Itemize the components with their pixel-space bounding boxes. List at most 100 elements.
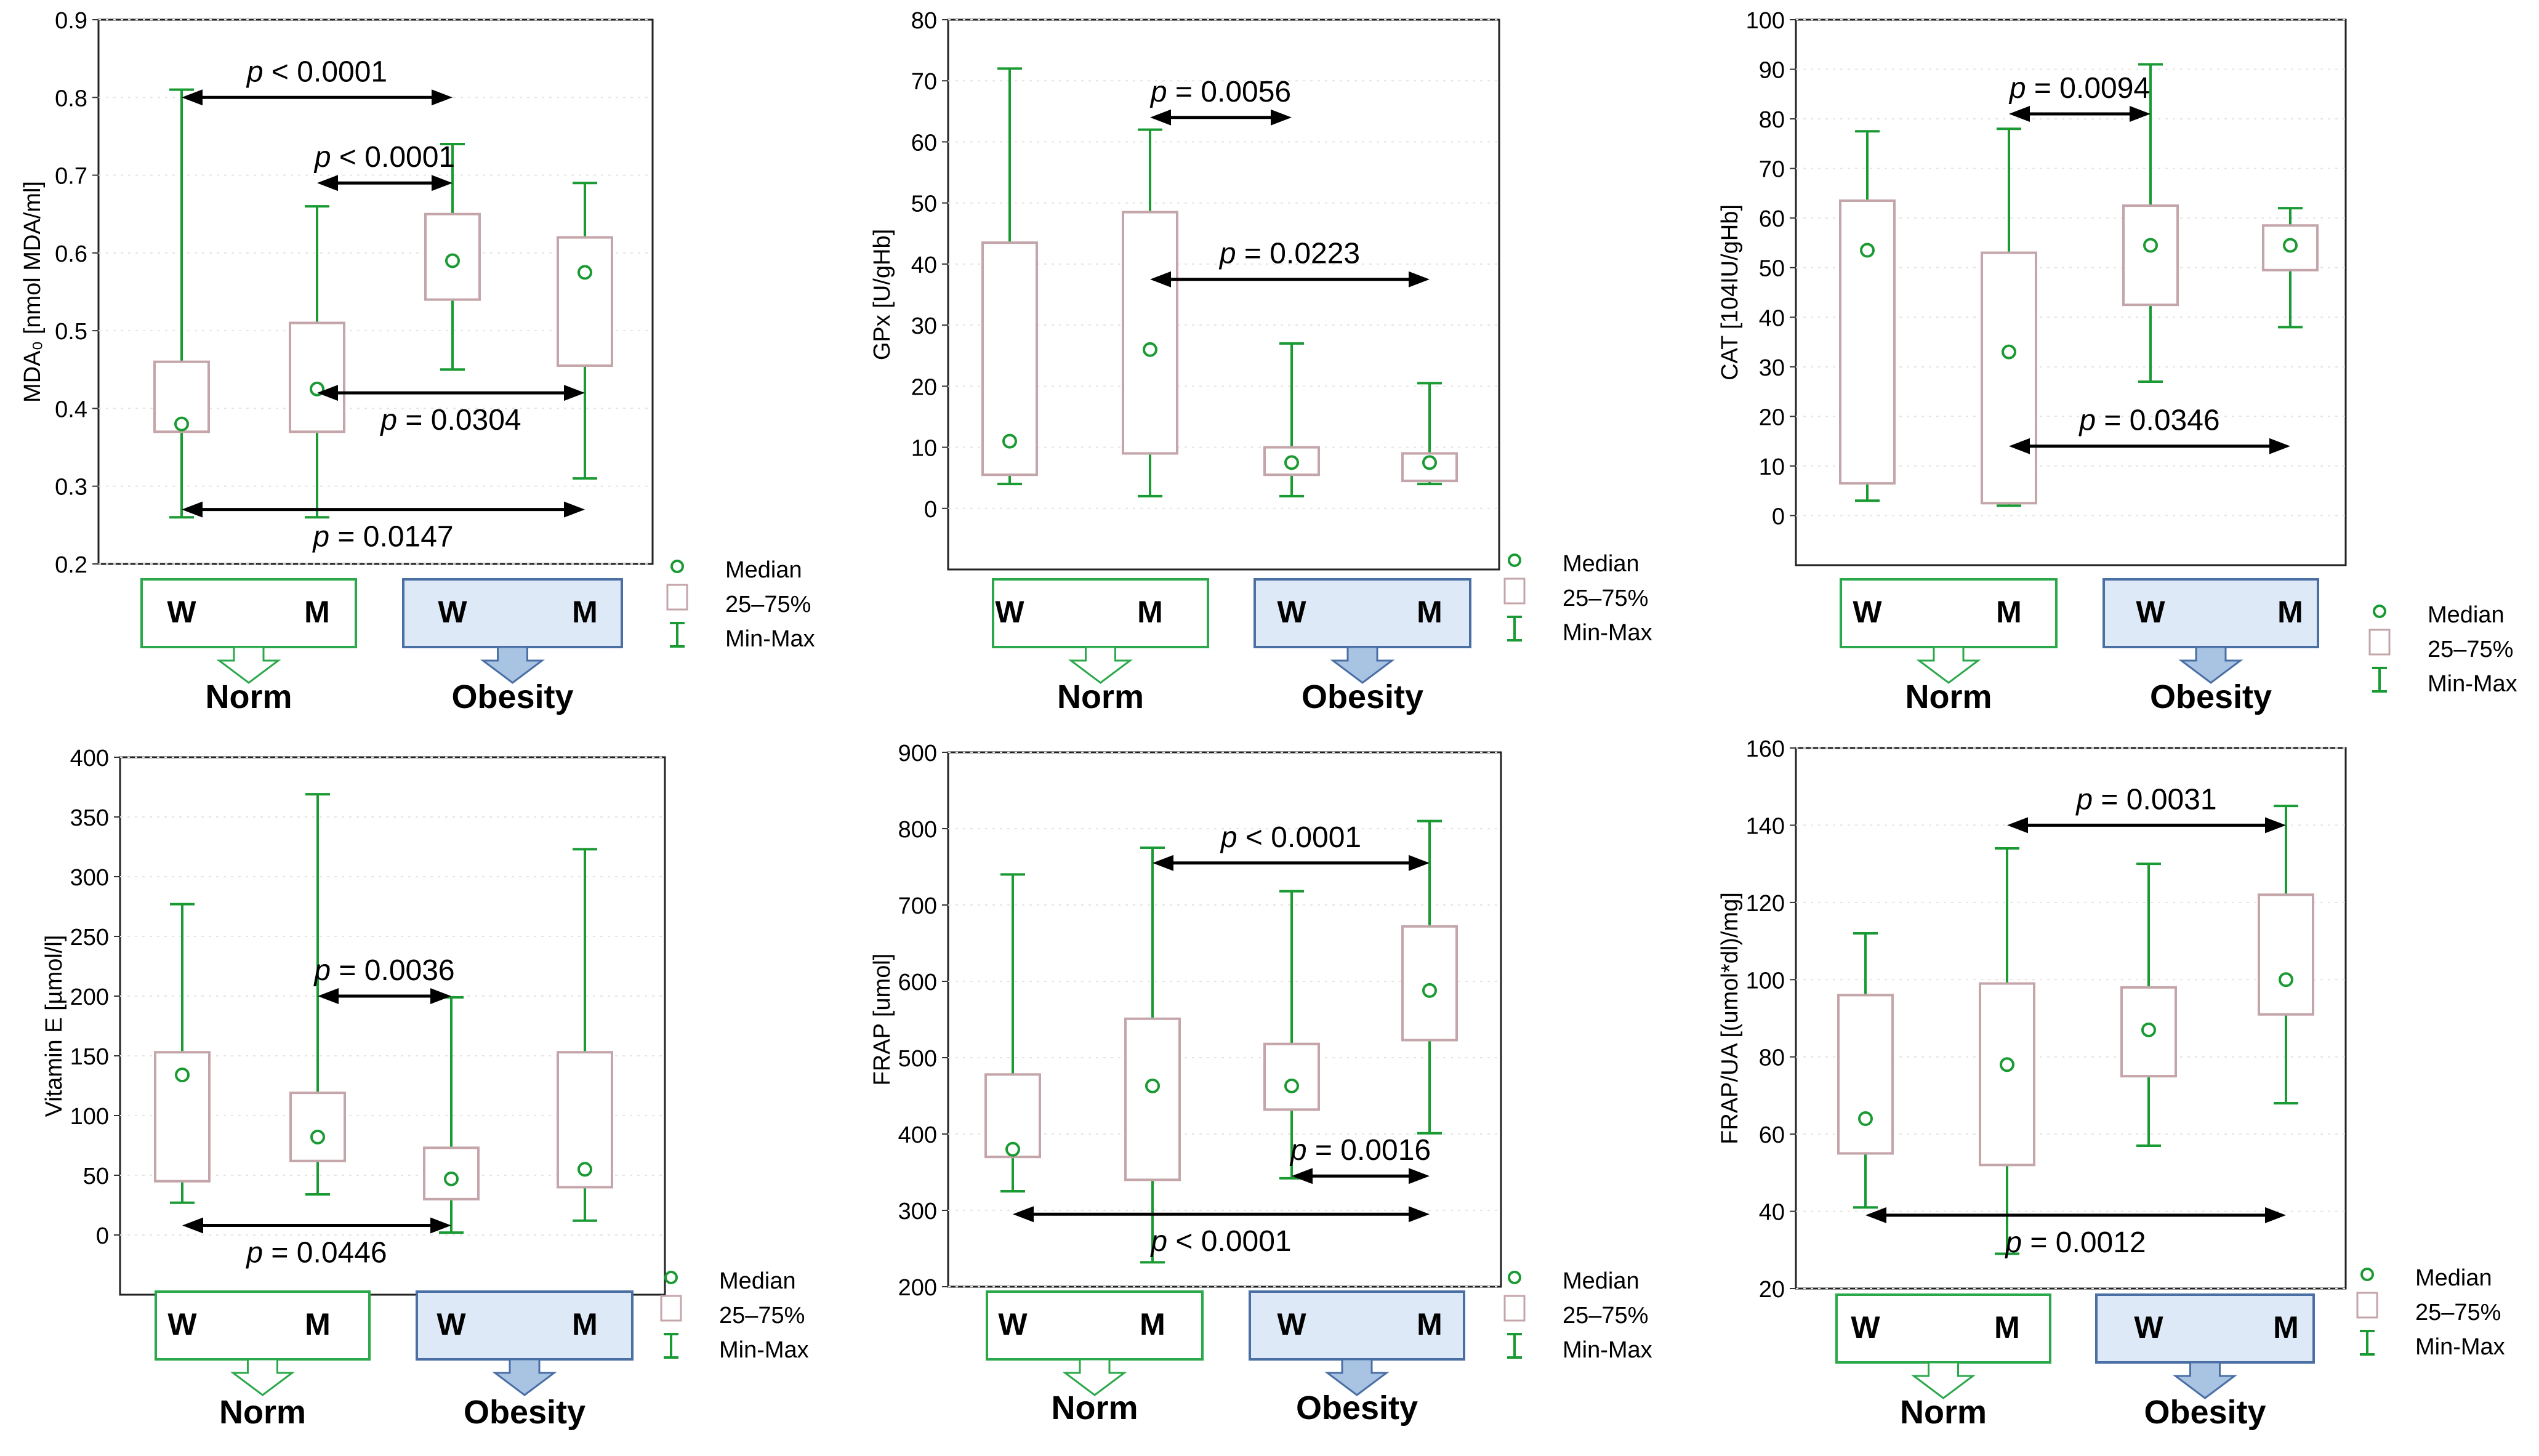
box-group-4 xyxy=(1401,819,1458,1135)
median-marker xyxy=(2143,238,2158,253)
obesity-women-label: W xyxy=(437,1307,466,1341)
arrowhead-right xyxy=(564,385,585,401)
iqr-box xyxy=(1124,1017,1181,1181)
arrowhead-left xyxy=(1150,109,1171,126)
obesity-down-arrow-icon xyxy=(480,646,545,684)
norm-group-label: Norm xyxy=(219,1394,306,1431)
legend-median-icon xyxy=(2373,605,2386,618)
legend-range-label: Min-Max xyxy=(2415,1334,2505,1360)
y-tick-label: 50 xyxy=(911,191,937,217)
box-group-4 xyxy=(557,182,613,480)
norm-group-box xyxy=(1835,1293,2051,1364)
y-tick-label: 350 xyxy=(70,805,109,831)
p-value-label: p = 0.0012 xyxy=(2004,1226,2146,1259)
p-value-label: p < 0.0001 xyxy=(313,141,455,174)
y-tick-label: 300 xyxy=(898,1199,937,1225)
arrowhead-left xyxy=(317,385,338,401)
legend-iqr-icon xyxy=(2356,1292,2378,1319)
arrowhead-right xyxy=(1409,1168,1430,1185)
arrowhead-left xyxy=(1153,855,1173,871)
y-tick-label: 80 xyxy=(911,8,937,34)
arrowhead-right xyxy=(1409,271,1430,288)
legend-range-label: Min-Max xyxy=(719,1337,809,1363)
iqr-box xyxy=(2258,893,2314,1016)
legend-median-label: Median xyxy=(719,1268,796,1294)
obesity-group-label: Obesity xyxy=(451,678,573,715)
y-tick-label: 10 xyxy=(911,436,937,462)
comparison-1: p = 0.0056 xyxy=(1149,76,1292,126)
arrowhead-left xyxy=(317,175,338,191)
obesity-men-label: M xyxy=(2277,595,2303,629)
median-marker xyxy=(310,1129,325,1144)
box-group-2 xyxy=(1981,127,2037,507)
group-labels: W M W M Norm Obesity xyxy=(1840,578,2319,715)
legend-median-icon xyxy=(1508,1271,1521,1284)
y-tick-label: 60 xyxy=(911,130,937,156)
arrowhead-right xyxy=(2130,106,2151,123)
arrowhead-left xyxy=(2009,106,2030,123)
obesity-women-label: W xyxy=(1277,1307,1306,1341)
obesity-women-label: W xyxy=(2134,1310,2163,1345)
p-value-label: p = 0.0446 xyxy=(245,1236,387,1269)
y-axis-label: Vitamin E [µmol/l] xyxy=(41,935,67,1117)
arrowhead-right xyxy=(564,501,585,518)
legend-median-label: Median xyxy=(2428,602,2505,628)
obesity-down-arrow-icon xyxy=(1330,646,1395,684)
plot-frame xyxy=(947,751,1502,1288)
y-tick-label: 0.3 xyxy=(55,475,87,501)
arrowhead-right xyxy=(2265,1207,2286,1223)
arrowhead-right xyxy=(1409,1206,1430,1223)
y-tick-label: 500 xyxy=(898,1046,937,1072)
median-marker xyxy=(1002,433,1017,449)
y-axis-label: CAT [104IU/gHb] xyxy=(1717,204,1743,380)
norm-men-label: M xyxy=(1994,1310,2020,1345)
norm-group-label: Norm xyxy=(1057,678,1144,715)
obesity-group-box xyxy=(402,578,623,648)
y-tick-label: 160 xyxy=(1746,736,1785,762)
legend: Median 25–75% Min-Max xyxy=(2356,1265,2505,1360)
box-group-1 xyxy=(154,903,211,1204)
obesity-down-arrow-icon xyxy=(2178,646,2243,684)
legend-iqr-label: 25–75% xyxy=(1563,1303,1648,1329)
legend: Median 25–75% Min-Max xyxy=(2368,602,2517,697)
y-tick-label: 60 xyxy=(1759,1122,1785,1148)
y-tick-label: 0.5 xyxy=(55,319,87,345)
legend-median-icon xyxy=(2360,1268,2374,1281)
y-tick-label: 20 xyxy=(1759,404,1785,430)
y-tick-label: 50 xyxy=(83,1164,109,1189)
y-tick-label: 40 xyxy=(1759,1200,1785,1226)
legend-median-label: Median xyxy=(2415,1265,2492,1291)
obesity-down-arrow-icon xyxy=(2173,1361,2237,1399)
legend-range-label: Min-Max xyxy=(725,626,815,652)
p-value-label: p = 0.0223 xyxy=(1218,238,1360,270)
norm-men-label: M xyxy=(1996,595,2022,629)
legend-iqr-label: 25–75% xyxy=(1563,585,1648,611)
legend: Median 25–75% Min-Max xyxy=(660,1268,809,1363)
comparison-2: p = 0.0016 xyxy=(1289,1134,1431,1185)
median-marker xyxy=(174,416,189,432)
p-value-label: p = 0.0016 xyxy=(1289,1134,1431,1167)
y-tick-label: 10 xyxy=(1759,454,1785,480)
legend-median-label: Median xyxy=(1563,551,1640,577)
arrowhead-left xyxy=(2009,438,2030,454)
box-group-3 xyxy=(2120,863,2177,1147)
arrowhead-left xyxy=(182,1217,203,1234)
y-axis-label: FRAP/UA [(umol*dl)/mg] xyxy=(1717,892,1743,1144)
arrowhead-right xyxy=(1409,855,1430,871)
norm-down-arrow-icon xyxy=(1062,1358,1127,1396)
obesity-group-label: Obesity xyxy=(1296,1390,1418,1426)
legend-iqr-label: 25–75% xyxy=(725,592,811,617)
legend: Median 25–75% Min-Max xyxy=(1503,1268,1652,1363)
norm-group-box xyxy=(992,578,1209,648)
y-tick-label: 0.4 xyxy=(55,396,87,422)
legend: Median 25–75% Min-Max xyxy=(1503,551,1652,646)
box-group-1 xyxy=(1837,932,1894,1209)
norm-group-label: Norm xyxy=(1051,1390,1138,1426)
box-group-2 xyxy=(289,205,345,519)
norm-women-label: W xyxy=(167,595,196,629)
y-axis-label: FRAP [umol] xyxy=(869,954,895,1086)
legend-iqr-label: 25–75% xyxy=(2428,637,2513,662)
arrowhead-left xyxy=(182,501,203,518)
norm-group-box xyxy=(140,578,357,648)
